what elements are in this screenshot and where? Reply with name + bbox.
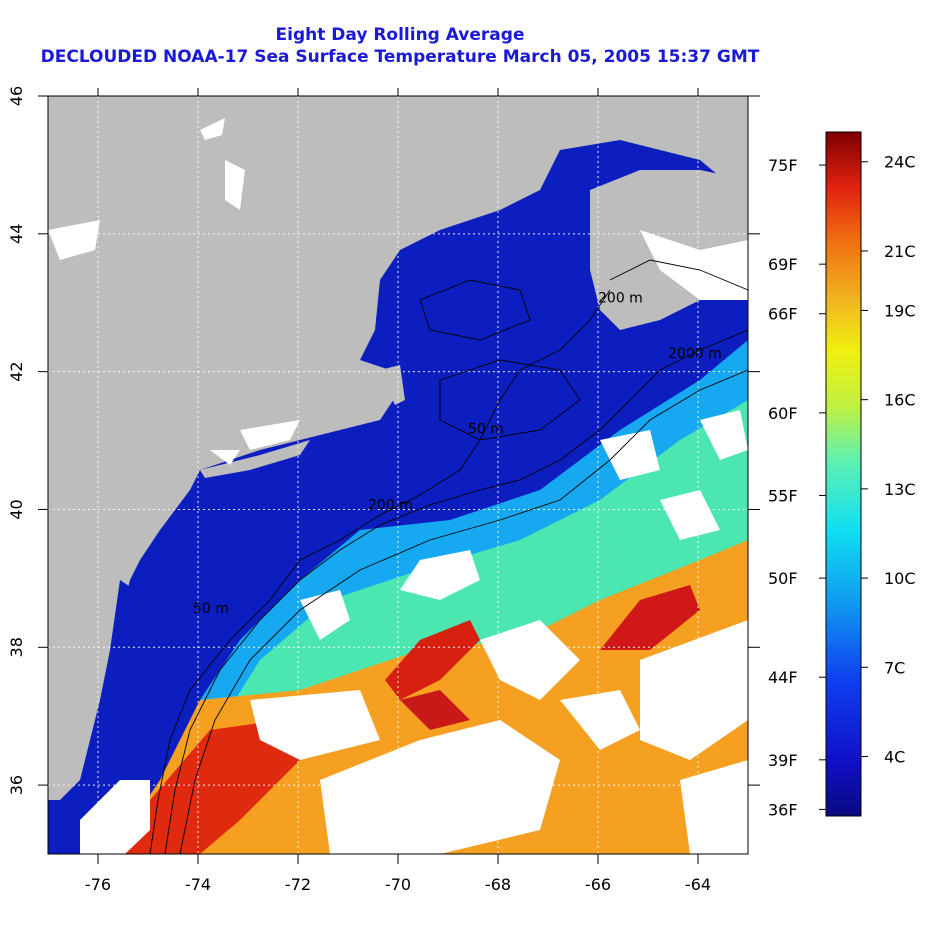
contour-label-group: 50 m 200 m 50 m 200 m 2000 m: [193, 291, 722, 617]
contour-label: 50 m: [193, 601, 229, 617]
ocean-eddy-red-3: [400, 690, 470, 730]
contour-2000m: [179, 369, 748, 854]
contour-gulf-maine: [419, 279, 531, 341]
colorbar-f-label: 75F: [768, 156, 798, 175]
cloud-patches: [80, 410, 748, 854]
colorbar-c-label: 19C: [884, 301, 916, 320]
colorbar-f-label: 66F: [768, 305, 798, 324]
y-tick-label: 38: [7, 637, 26, 657]
y-tick-label: 44: [7, 224, 26, 244]
contour-label: 200 m: [368, 497, 413, 513]
contour-label: 2000 m: [668, 346, 722, 362]
colorbar-c-label: 4C: [884, 748, 905, 767]
colorbar: [825, 131, 862, 817]
map-canvas: 50 m 200 m 50 m 200 m 2000 m: [48, 96, 748, 854]
colorbar-f-label: 69F: [768, 255, 798, 274]
x-tick-label: -64: [685, 875, 711, 894]
ocean-eddy-red-1: [385, 620, 480, 700]
y-tick-label: 42: [7, 361, 26, 381]
contour-50m: [149, 289, 611, 854]
colorbar-f-label: 50F: [768, 569, 798, 588]
x-tick-label: -68: [485, 875, 511, 894]
land-mainland: [48, 96, 748, 800]
y-tick-label: 36: [7, 775, 26, 795]
colorbar-c-label: 7C: [884, 658, 905, 677]
colorbar-celsius: 24C 21C 19C 16C 13C 10C 7C 4C: [861, 153, 916, 767]
ocean-gulfstream-red: [110, 720, 300, 854]
colorbar-c-label: 21C: [884, 242, 916, 261]
ocean-eddy-red-2: [600, 585, 700, 650]
y-tick-label: 46: [7, 86, 26, 106]
contour-200m: [164, 329, 748, 854]
colorbar-f-label: 60F: [768, 404, 798, 423]
contour-scotian: [609, 259, 748, 291]
title-line-2: DECLOUDED NOAA-17 Sea Surface Temperatur…: [40, 47, 760, 67]
colorbar-f-label: 39F: [768, 751, 798, 770]
contour-georges: [439, 359, 581, 441]
x-tick-label: -74: [185, 875, 211, 894]
title-line-1: Eight Day Rolling Average: [275, 25, 525, 45]
x-tick-label: -72: [285, 875, 311, 894]
x-axis: -76 -74 -72 -70 -68 -66 -64: [85, 88, 711, 894]
delaware-bay: [140, 555, 155, 585]
y-tick-label: 40: [7, 499, 26, 519]
colorbar-fahrenheit: 75F 69F 66F 60F 55F 50F 44F 39F 36F: [768, 156, 826, 819]
y-axis: 36 38 40 42 44 46: [7, 86, 760, 795]
colorbar-c-label: 13C: [884, 480, 916, 499]
colorbar-f-label: 55F: [768, 486, 798, 505]
chesapeake-bay: [100, 580, 135, 720]
colorbar-c-label: 24C: [884, 153, 916, 172]
map-title: Eight Day Rolling Average DECLOUDED NOAA…: [0, 24, 800, 68]
x-tick-label: -76: [85, 875, 111, 894]
contour-label: 50 m: [468, 422, 504, 438]
bathymetry-contours: [149, 259, 748, 854]
colorbar-c-label: 16C: [884, 391, 916, 410]
colorbar-f-label: 36F: [768, 800, 798, 819]
x-tick-label: -70: [385, 875, 411, 894]
land-long-island: [200, 440, 310, 478]
land-cape-cod: [380, 365, 405, 405]
contour-label: 200 m: [598, 291, 643, 307]
land-cloud-patches: [48, 118, 748, 465]
colorbar-c-label: 10C: [884, 569, 916, 588]
colorbar-f-label: 44F: [768, 668, 798, 687]
x-tick-label: -66: [585, 875, 611, 894]
lat-lon-grid: [48, 96, 748, 854]
